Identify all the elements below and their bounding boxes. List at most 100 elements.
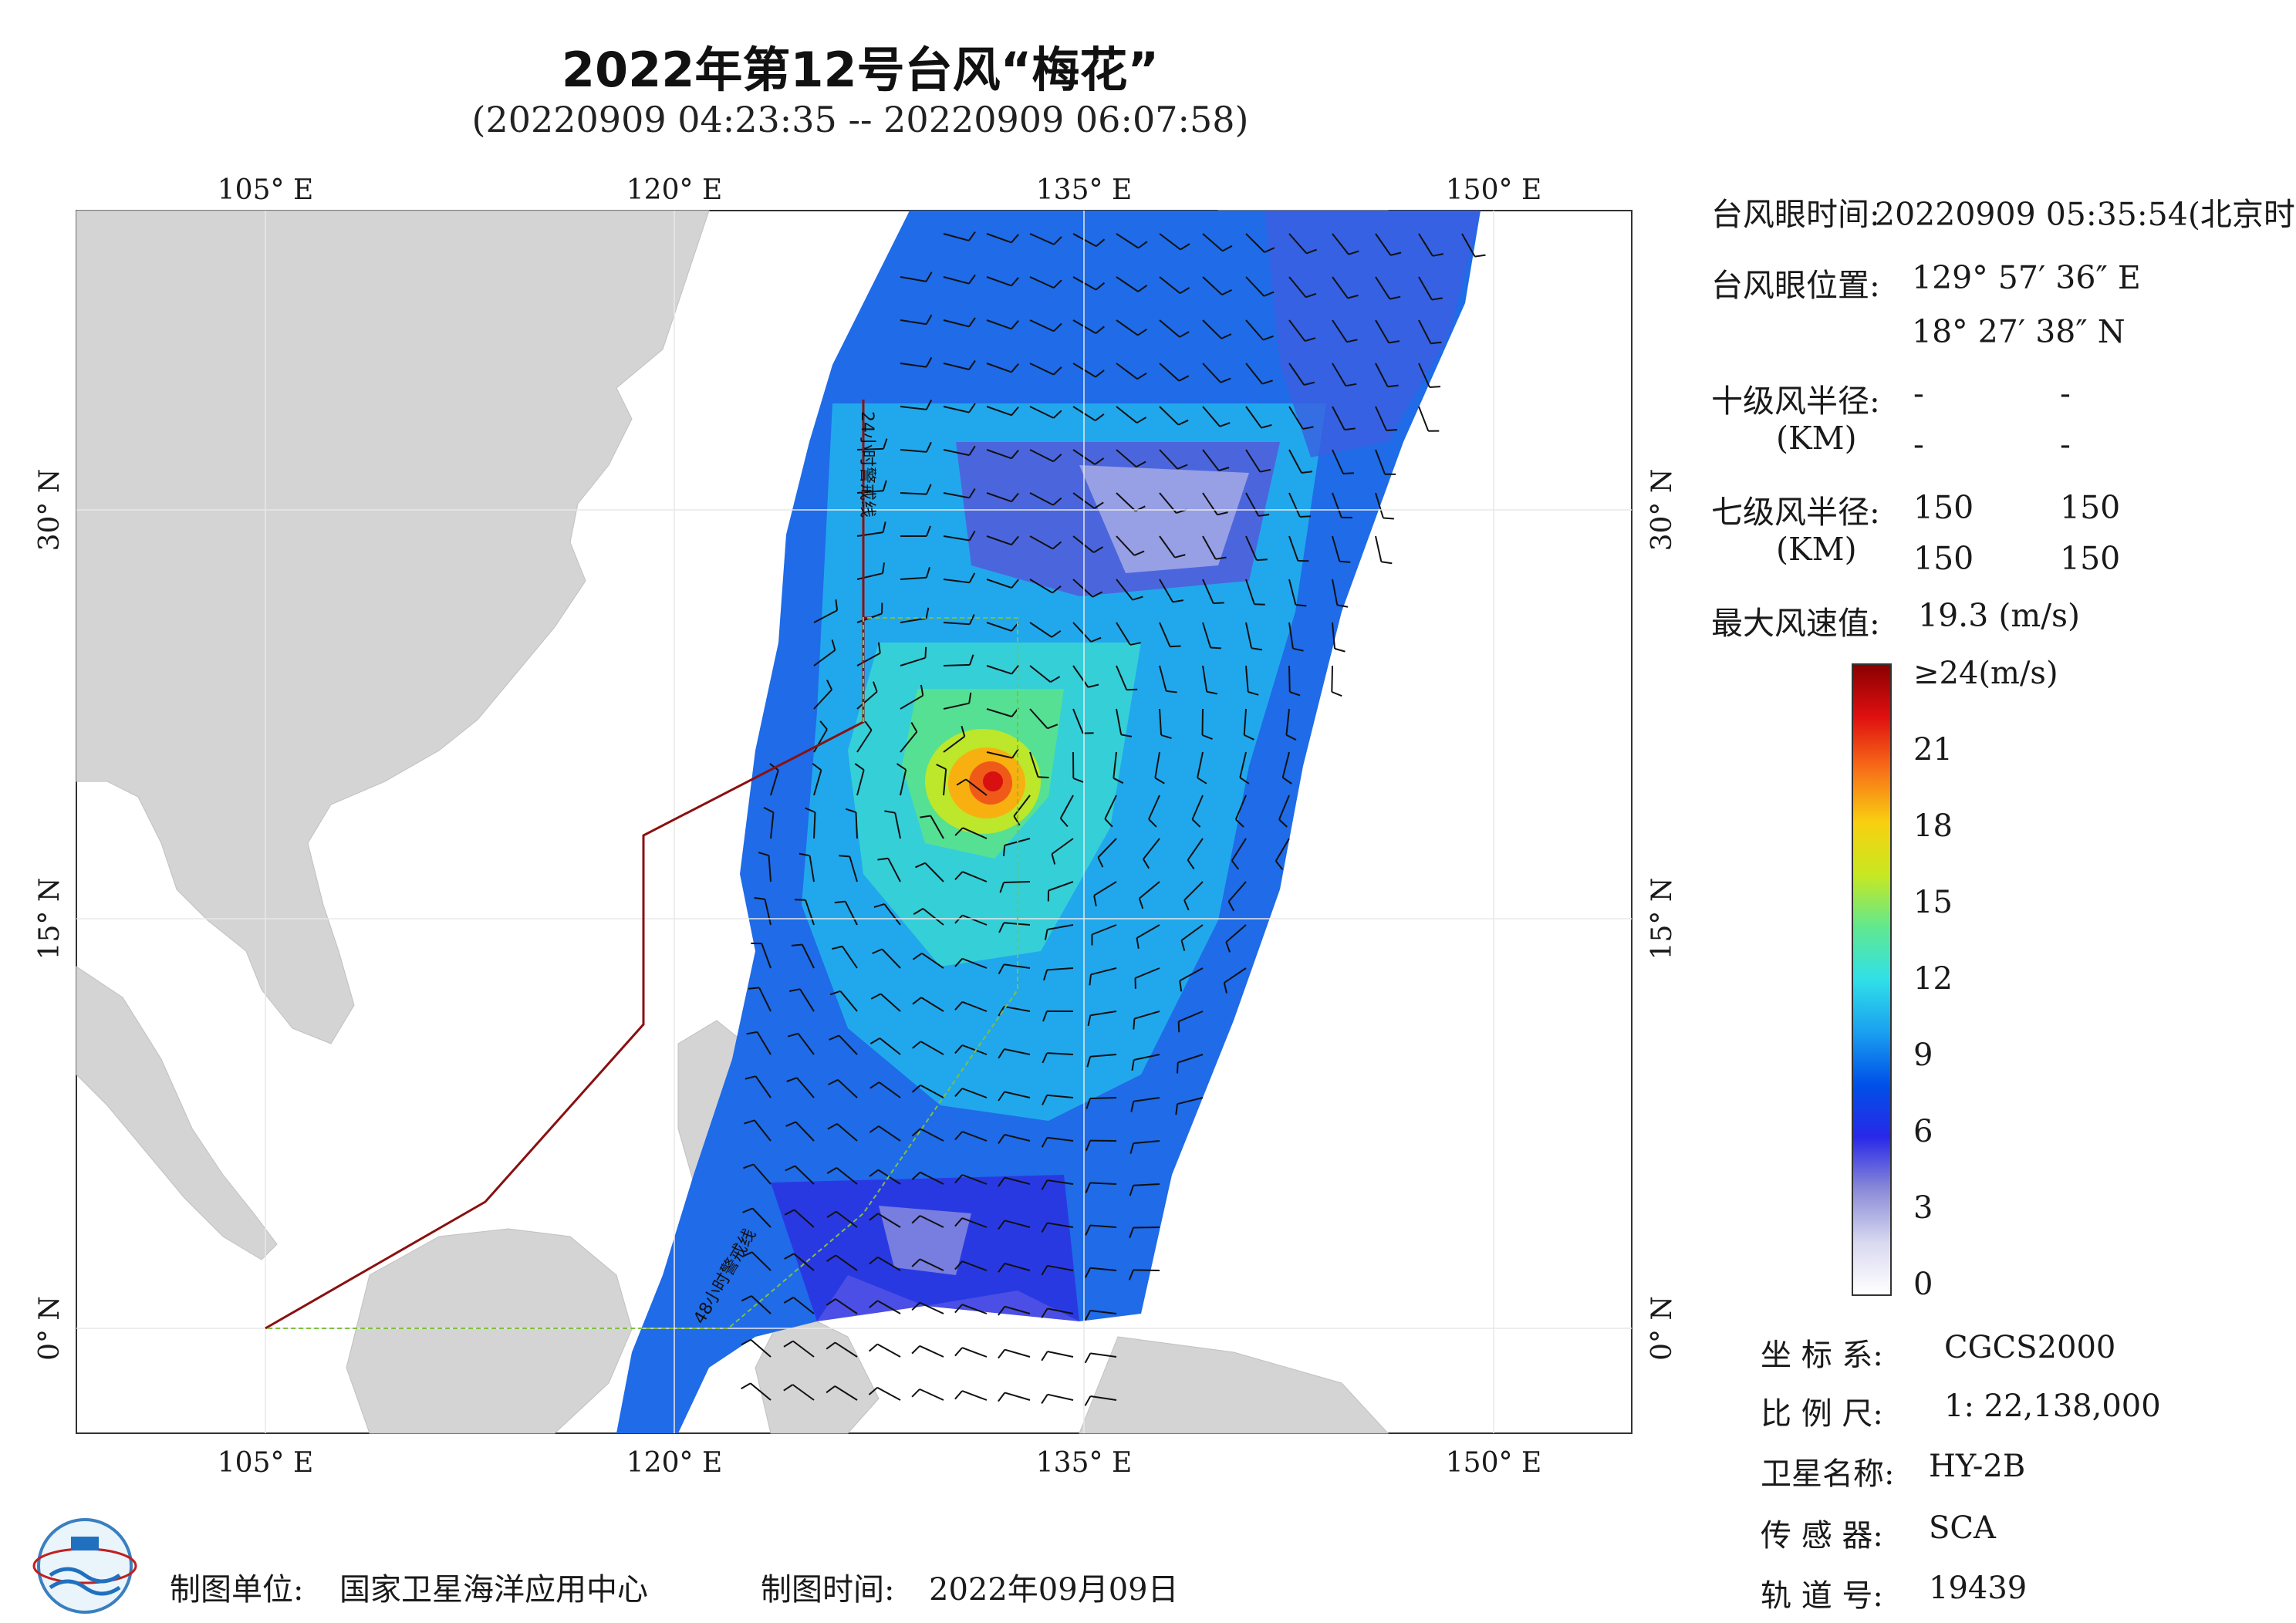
wind-barb bbox=[1004, 963, 1031, 969]
wind-barb-flag bbox=[835, 599, 839, 611]
wind-barb-flag bbox=[1213, 602, 1224, 605]
wind-barb bbox=[813, 649, 836, 666]
wind-barb-flag bbox=[1154, 777, 1165, 785]
wind-barb-flag bbox=[912, 997, 922, 1005]
wind-barb bbox=[1047, 967, 1074, 971]
wind-barb-flag bbox=[1166, 690, 1177, 693]
wind-barb bbox=[1332, 492, 1342, 518]
wind-barb-flag bbox=[1090, 636, 1102, 643]
wind-barb bbox=[1159, 233, 1181, 251]
wind-barb bbox=[1288, 276, 1307, 298]
wind-barb-flag bbox=[1301, 471, 1313, 474]
wind-barb-flag bbox=[961, 725, 966, 737]
wind-barb-flag bbox=[1292, 647, 1304, 652]
make-time-label: 制图时间: bbox=[761, 1572, 895, 1608]
wind-barb-flag bbox=[1263, 291, 1275, 297]
orbit-value: 19439 bbox=[1929, 1571, 2028, 1606]
wind-barb-flag bbox=[1084, 1310, 1092, 1321]
wind-barb bbox=[1048, 881, 1074, 892]
wind-barb-flag bbox=[1129, 642, 1141, 646]
wind-barb-flag bbox=[1174, 554, 1186, 558]
lat-tick-right-0: 0° N bbox=[1646, 1296, 1678, 1361]
wind-barb bbox=[856, 729, 873, 753]
wind-barb bbox=[1159, 363, 1180, 382]
wind-barb bbox=[943, 735, 965, 753]
wind-barb bbox=[1245, 535, 1258, 561]
wind-barb bbox=[1418, 363, 1430, 388]
wind-barb bbox=[1004, 1091, 1031, 1098]
wind-barb-flag bbox=[1254, 603, 1265, 606]
wind-barb-flag bbox=[1346, 339, 1358, 343]
wind-barb bbox=[1202, 665, 1208, 692]
wind-barb bbox=[1159, 449, 1178, 470]
wind-barb-flag bbox=[872, 681, 878, 693]
wind-barb bbox=[855, 812, 858, 839]
wind-barb-flag bbox=[1136, 372, 1147, 380]
wind-barb bbox=[1148, 795, 1160, 820]
wind-barb-flag bbox=[1197, 777, 1207, 785]
wind-barb-flag bbox=[1305, 337, 1316, 342]
wind-barb-flag bbox=[1095, 369, 1105, 378]
wind-barb-flag bbox=[925, 314, 933, 325]
wind-barb-flag bbox=[1289, 691, 1301, 697]
wind-barb bbox=[1143, 838, 1160, 860]
wind-barb-flag bbox=[872, 948, 883, 954]
wind-barb bbox=[943, 769, 947, 796]
colorbar-tick-label: 18 bbox=[1913, 808, 1953, 844]
wind-barb-flag bbox=[968, 530, 976, 542]
wind-barb-flag bbox=[1129, 1185, 1134, 1196]
wind-barb bbox=[802, 944, 815, 969]
wind-barb bbox=[876, 1343, 901, 1358]
wind-barb-flag bbox=[741, 1251, 753, 1258]
wind-barb-flag bbox=[998, 1348, 1006, 1359]
wind-barb-flag bbox=[968, 359, 976, 370]
wind-barb bbox=[877, 1256, 901, 1271]
wind-barb-flag bbox=[869, 1038, 880, 1044]
wind-barb-flag bbox=[1222, 245, 1233, 252]
wind-barb bbox=[1004, 1133, 1031, 1142]
wind-barb-flag bbox=[969, 654, 974, 666]
eye-latitude: 18° 27′ 38″ N bbox=[1912, 313, 2125, 350]
wind-barb-flag bbox=[1097, 857, 1104, 868]
wind-barb bbox=[883, 903, 901, 926]
wind-barb-flag bbox=[1389, 295, 1401, 300]
wind-barb bbox=[1116, 276, 1139, 292]
wind-barb-flag bbox=[1051, 629, 1062, 638]
colorbar-tick-label: 21 bbox=[1913, 732, 1953, 768]
wind-barb bbox=[1332, 449, 1344, 474]
wind-barb bbox=[856, 447, 884, 450]
wind-barb-flag bbox=[1113, 777, 1124, 785]
wind-barb-flag bbox=[936, 764, 947, 771]
wind-barb bbox=[900, 576, 927, 580]
wind-barb-flag bbox=[1143, 859, 1150, 869]
wind-barb bbox=[1332, 319, 1348, 342]
wind-barb-flag bbox=[1011, 535, 1019, 545]
wind-barb-flag bbox=[1180, 287, 1190, 295]
wind-barb-flag bbox=[1042, 1052, 1048, 1064]
wind-barb-flag bbox=[998, 1048, 1005, 1059]
wind-barb bbox=[1461, 233, 1476, 258]
wind-barb bbox=[758, 987, 772, 1012]
orbit-label: 轨 道 号: bbox=[1761, 1578, 1883, 1614]
wind-barb bbox=[961, 957, 988, 969]
wind-barb bbox=[1159, 708, 1163, 735]
wind-barb-flag bbox=[884, 810, 896, 814]
wind-barb bbox=[856, 769, 865, 796]
wind-barb bbox=[1047, 1351, 1074, 1358]
wind-barb bbox=[1243, 708, 1247, 735]
colorbar-tick-label: 15 bbox=[1913, 885, 1953, 920]
wind-barb-flag bbox=[998, 1176, 1005, 1187]
wind-field-map: 24小时警戒线 48小时警戒线 105° E 120° E 135° E 150… bbox=[19, 160, 1694, 1481]
wind-barb-flag bbox=[1051, 853, 1056, 865]
wind-barb-flag bbox=[758, 852, 769, 857]
wind-barb bbox=[1029, 751, 1039, 778]
wind-barb-flag bbox=[783, 1340, 794, 1348]
wind-barb-flag bbox=[828, 1078, 839, 1085]
wind-barb bbox=[1133, 1227, 1160, 1229]
wind-barb-flag bbox=[954, 1217, 963, 1227]
maker-value: 国家卫星海洋应用中心 bbox=[339, 1572, 648, 1608]
wind-barb bbox=[1275, 838, 1290, 862]
wind-barb bbox=[1029, 665, 1052, 683]
wind-barb-flag bbox=[1387, 384, 1399, 388]
wind-barb bbox=[1029, 708, 1048, 729]
